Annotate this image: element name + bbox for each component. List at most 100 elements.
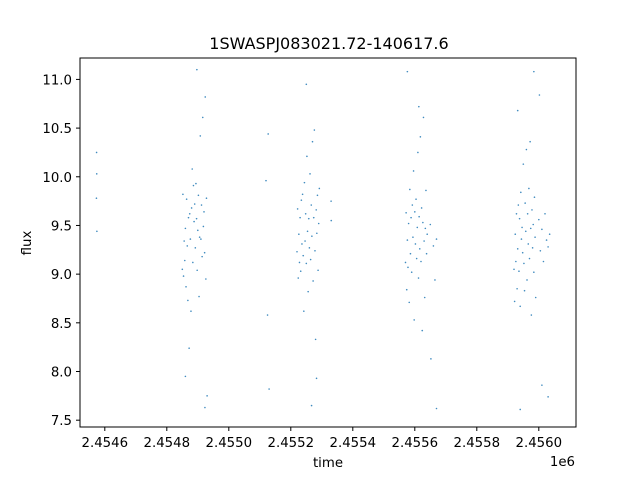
data-point: [407, 222, 410, 225]
data-point: [194, 247, 197, 249]
data-point: [190, 310, 192, 312]
data-point: [305, 83, 308, 86]
data-point: [525, 148, 528, 151]
data-point: [533, 271, 535, 274]
data-point: [432, 245, 435, 247]
data-point: [310, 204, 313, 206]
data-point: [545, 239, 548, 241]
data-point: [315, 377, 318, 380]
data-point: [435, 238, 438, 240]
data-point: [301, 193, 304, 196]
data-point: [188, 212, 191, 215]
data-point: [418, 248, 421, 250]
data-point: [193, 203, 196, 205]
data-point: [541, 228, 543, 231]
data-point: [185, 198, 188, 200]
data-point: [304, 212, 307, 215]
data-point: [405, 288, 408, 291]
data-point: [296, 250, 298, 253]
data-point: [516, 109, 519, 112]
data-point: [298, 233, 300, 236]
data-point: [406, 70, 409, 73]
data-point: [308, 247, 311, 249]
data-point: [527, 243, 530, 245]
data-point: [541, 384, 543, 386]
data-point: [311, 140, 314, 143]
data-point: [528, 187, 530, 190]
data-point: [517, 204, 520, 206]
data-point: [518, 217, 521, 220]
data-point: [316, 194, 319, 197]
data-point: [435, 407, 438, 410]
data-point: [195, 217, 198, 220]
data-point: [539, 249, 542, 252]
data-point: [189, 238, 192, 240]
data-point: [516, 287, 518, 290]
y-tick-label: 8.5: [51, 317, 72, 332]
data-point: [524, 230, 527, 233]
data-point: [418, 215, 420, 218]
data-point: [515, 212, 518, 215]
data-point: [95, 151, 98, 154]
data-point: [409, 252, 412, 255]
data-point: [533, 196, 536, 199]
data-point: [299, 270, 302, 273]
data-point: [305, 262, 308, 265]
data-point: [184, 227, 187, 230]
data-point: [296, 208, 299, 210]
data-point: [531, 209, 533, 211]
data-point: [531, 247, 534, 249]
data-point: [314, 338, 317, 341]
data-point: [526, 212, 529, 215]
data-point: [190, 207, 193, 209]
data-point: [532, 223, 535, 226]
data-point: [317, 269, 319, 272]
data-point: [426, 233, 429, 236]
data-point: [538, 218, 540, 221]
data-point: [513, 268, 515, 271]
y-axis: 7.5 8.0 8.5 9.0 9.5 10.0 10.5 11.0: [42, 73, 80, 429]
data-point: [414, 211, 416, 213]
data-point: [524, 202, 526, 204]
data-point: [522, 163, 525, 165]
chart-title: 1SWASPJ083021.72-140617.6: [209, 34, 448, 53]
data-point: [419, 136, 422, 138]
data-point: [95, 197, 98, 199]
y-tick-label: 11.0: [42, 73, 72, 88]
x-axis-offset-label: 1e6: [550, 455, 575, 470]
data-point: [265, 179, 267, 182]
data-point: [96, 230, 98, 233]
data-point: [297, 277, 300, 279]
data-point: [201, 116, 204, 119]
data-point: [410, 216, 412, 219]
data-point: [418, 105, 420, 108]
data-point: [192, 261, 194, 264]
data-point: [523, 262, 525, 265]
data-point: [193, 220, 195, 223]
data-point: [533, 70, 535, 73]
data-point: [310, 404, 313, 407]
data-point: [186, 245, 189, 247]
data-point: [306, 230, 309, 233]
data-point: [188, 347, 190, 349]
x-tick-label: 2.4548: [144, 436, 191, 451]
data-point: [548, 233, 551, 236]
data-point: [420, 207, 423, 209]
data-point: [330, 219, 333, 222]
data-point: [434, 279, 436, 281]
y-tick-label: 10.5: [42, 122, 72, 137]
x-axis-label: time: [313, 456, 343, 471]
data-point: [301, 243, 303, 245]
scatter-points: [95, 68, 551, 411]
data-point: [519, 305, 521, 308]
data-point: [521, 251, 524, 254]
data-point: [184, 375, 187, 378]
data-point: [267, 133, 269, 135]
data-point: [203, 251, 206, 254]
x-tick-label: 2.4558: [454, 436, 501, 451]
data-point: [202, 225, 205, 228]
x-axis: 2.4546 2.4548 2.4550 2.4552 2.4554 2.4556 2.45…: [82, 427, 562, 451]
data-point: [315, 209, 318, 211]
data-point: [425, 252, 428, 255]
